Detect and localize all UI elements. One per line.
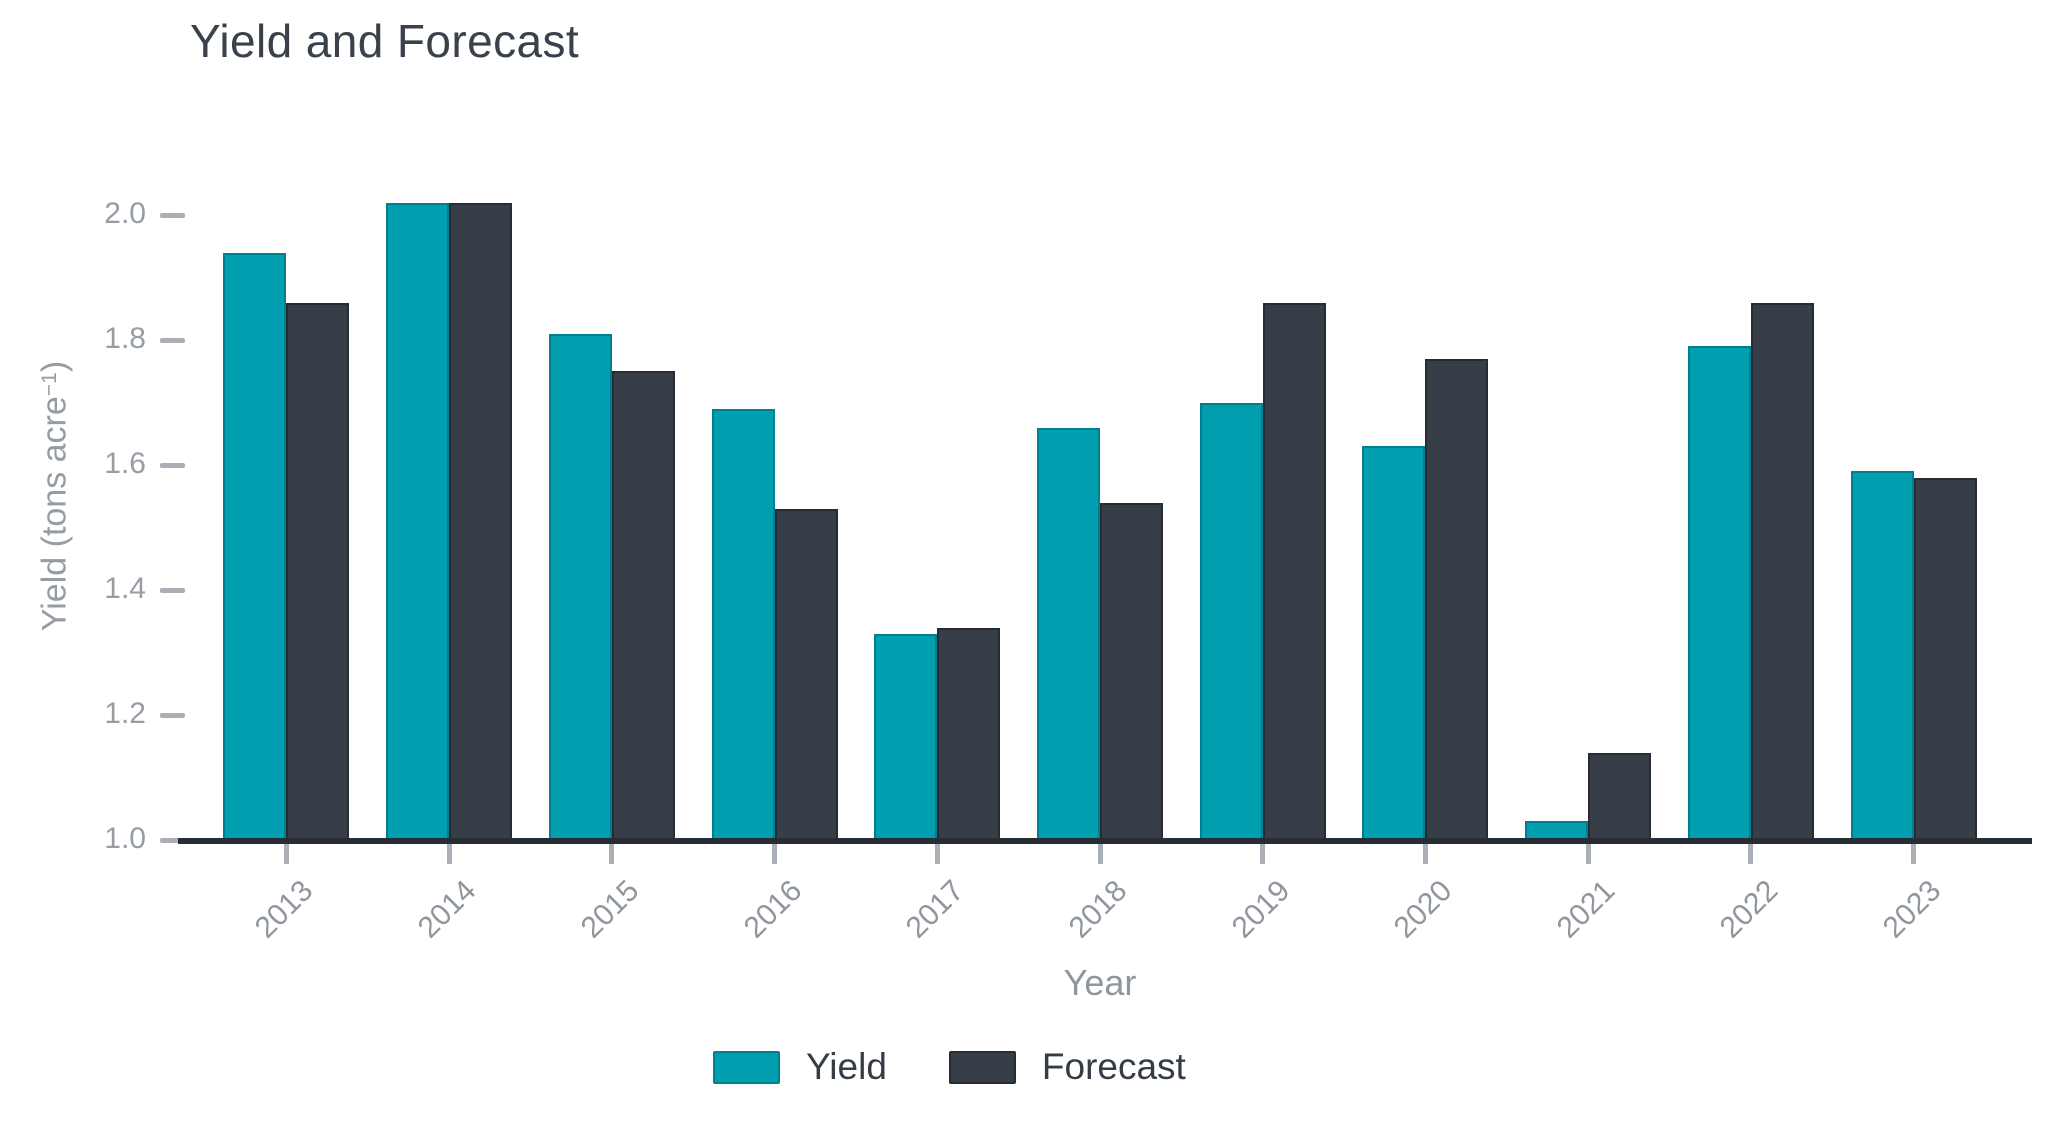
x-tick-label-2013: 2013 [249, 874, 320, 945]
x-tick-mark-2022 [1748, 844, 1754, 864]
x-tick-mark-2015 [609, 844, 615, 864]
x-tick-label-2014: 2014 [411, 874, 483, 945]
bar-yield-2023 [1850, 471, 1914, 840]
y-tick-label-1.2: 1.2 [104, 697, 146, 730]
x-tick-label-2015: 2015 [574, 874, 646, 945]
y-tick-mark-1.6 [160, 462, 185, 468]
legend-label-yield: Yield [806, 1046, 887, 1087]
y-axis-title-superscript: −1 [38, 372, 62, 397]
legend-label-forecast: Forecast [1041, 1046, 1186, 1087]
y-tick-mark-1.4 [160, 587, 185, 593]
x-tick-label-2017: 2017 [900, 874, 971, 945]
x-tick-label-2022: 2022 [1713, 874, 1785, 945]
bar-forecast-2018 [1100, 502, 1163, 840]
x-tick-mark-2020 [1422, 844, 1428, 864]
bar-yield-2021 [1525, 821, 1589, 840]
x-axis-line [178, 838, 2032, 844]
legend-item-yield: Yield [713, 1046, 887, 1088]
legend-item-forecast: Forecast [948, 1046, 1186, 1088]
legend-swatch-yield [713, 1050, 780, 1084]
x-tick-mark-2014 [446, 844, 452, 864]
y-axis-title-close: ) [35, 360, 74, 373]
chart-title: Yield and Forecast [190, 15, 580, 67]
bar-yield-2018 [1037, 427, 1100, 840]
y-tick-mark-1.2 [160, 712, 185, 718]
bar-yield-2019 [1199, 402, 1263, 840]
x-tick-label-2023: 2023 [1876, 874, 1947, 945]
bar-yield-2020 [1362, 446, 1426, 840]
bar-forecast-2022 [1750, 302, 1814, 840]
bar-yield-2022 [1687, 346, 1751, 840]
legend-swatch-forecast [948, 1050, 1016, 1084]
legend: Yield Forecast [713, 1046, 1186, 1088]
x-tick-label-2016: 2016 [737, 874, 808, 945]
y-tick-mark-1.8 [160, 337, 185, 343]
x-tick-mark-2017 [934, 844, 940, 864]
bar-forecast-2015 [611, 371, 675, 840]
bar-forecast-2016 [774, 508, 838, 840]
y-tick-label-1.6: 1.6 [104, 447, 146, 480]
x-tick-label-2020: 2020 [1388, 874, 1459, 945]
x-tick-mark-2013 [283, 844, 289, 864]
x-tick-mark-2016 [772, 844, 778, 864]
x-tick-label-2018: 2018 [1062, 874, 1134, 945]
bar-forecast-2014 [449, 202, 513, 840]
bar-forecast-2013 [286, 302, 350, 840]
y-tick-mark-1.0 [160, 837, 185, 843]
x-tick-mark-2023 [1911, 844, 1917, 864]
x-tick-mark-2019 [1260, 844, 1266, 864]
y-tick-label-1.4: 1.4 [104, 572, 146, 605]
bar-forecast-2019 [1262, 302, 1326, 840]
bar-yield-2015 [548, 333, 612, 840]
x-tick-mark-2018 [1097, 844, 1103, 864]
x-tick-label-2021: 2021 [1550, 874, 1622, 945]
bar-forecast-2017 [937, 627, 1001, 840]
bar-yield-2013 [223, 252, 287, 840]
x-tick-label-2019: 2019 [1225, 874, 1297, 945]
y-tick-label-2.0: 2.0 [104, 197, 146, 230]
bar-yield-2016 [711, 408, 775, 840]
y-tick-mark-2.0 [160, 212, 185, 218]
bar-forecast-2021 [1588, 752, 1652, 840]
bar-forecast-2023 [1913, 477, 1977, 840]
x-axis-title: Year [1063, 962, 1137, 1003]
y-tick-label-1.8: 1.8 [104, 322, 146, 355]
bar-yield-2014 [386, 202, 450, 840]
bar-forecast-2020 [1425, 358, 1489, 840]
x-tick-mark-2021 [1585, 844, 1591, 864]
bar-yield-2017 [874, 633, 938, 840]
y-tick-label-1.0: 1.0 [104, 822, 146, 855]
